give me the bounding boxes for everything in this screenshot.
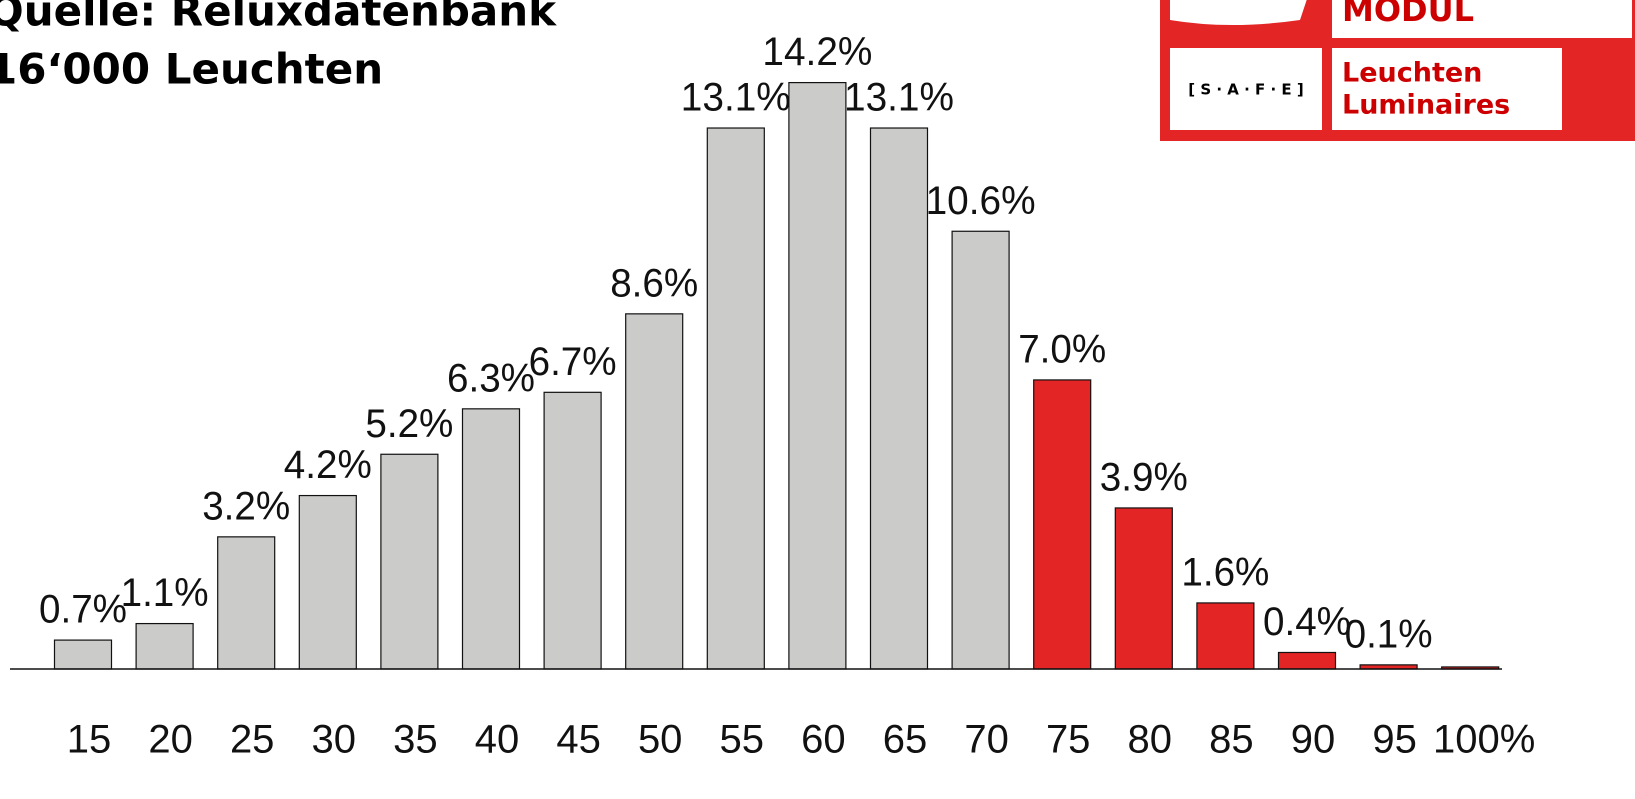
bar [1114,507,1173,670]
x-tick-label: 60 [801,718,846,762]
x-tick-label: 40 [475,718,520,762]
bar [951,230,1010,670]
logo-text: [ S · A · F · E ] [1188,81,1304,99]
value-label: 13.1% [681,76,791,120]
value-label: 6.3% [447,356,535,400]
logo-box [1170,48,1322,130]
bar [380,453,439,670]
bar [869,127,929,670]
value-label: 5.2% [365,402,453,446]
value-label: 0.1% [1345,612,1433,656]
x-tick-label: 55 [720,718,765,762]
logo-text: Leuchten [1342,58,1482,89]
value-label: 8.6% [610,261,698,305]
bar [135,622,194,670]
logo: [ S · A · F · E ] MODUL Leuchten Luminai… [1160,0,1635,141]
bar [1277,651,1337,670]
value-label: 0.4% [1263,600,1351,644]
x-tick-label: 95 [1372,718,1417,762]
bar [217,536,276,670]
x-tick-label: 100% [1433,718,1535,762]
value-label: 3.2% [202,484,290,528]
x-tick-label: 90 [1291,718,1336,762]
value-label: 4.2% [284,443,372,487]
bar [706,127,765,670]
value-label: 7.0% [1018,327,1106,371]
logo-text: Luminaires [1342,90,1510,121]
value-label: 10.6% [926,179,1036,223]
bar [1033,379,1092,670]
value-label: 0.7% [39,588,127,632]
x-tick-label: 35 [393,718,438,762]
x-tick-label: 15 [67,718,112,762]
logo-box [1332,0,1632,38]
bar [543,391,602,670]
x-tick-label: 20 [148,718,193,762]
bar [625,313,684,670]
x-tick-label: 80 [1128,718,1173,762]
x-tick-label: 75 [1046,718,1091,762]
x-tick-label: 45 [556,718,601,762]
x-tick-label: 25 [230,718,275,762]
bar [788,81,847,670]
chart-title: 16‘000 Leuchten [0,45,383,94]
bar [1196,602,1255,670]
value-label: 13.1% [844,76,954,120]
value-label: 1.1% [121,571,209,615]
x-tick-label: 85 [1209,718,1254,762]
bar [461,408,521,670]
logo-shape [1170,0,1307,25]
chart-title: Quelle: Reluxdatenbank [0,0,557,36]
value-label: 14.2% [762,30,872,74]
bar [298,494,357,670]
x-tick-label: 65 [883,718,928,762]
x-tick-label: 70 [964,718,1009,762]
x-tick-label: 50 [638,718,683,762]
value-label: 1.6% [1181,550,1269,594]
x-tick-label: 30 [312,718,357,762]
bar [53,639,113,670]
logo-box [1332,48,1562,130]
value-label: 6.7% [529,340,617,384]
logo-text: MODUL [1342,0,1474,29]
value-label: 3.9% [1100,456,1188,500]
